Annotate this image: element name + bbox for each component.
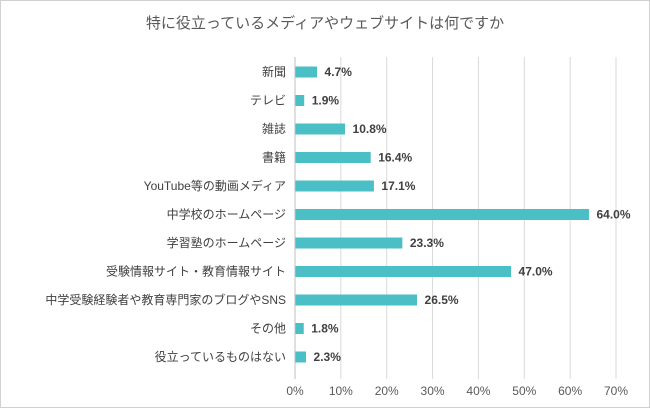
value-label: 26.5% — [425, 293, 459, 307]
x-tick-label: 60% — [558, 384, 582, 398]
category-label: YouTube等の動画メディア — [144, 178, 286, 193]
category-label: 中学受験経験者や教育専門家のブログやSNS — [45, 292, 286, 307]
chart-title: 特に役立っているメディアやウェブサイトは何ですか — [146, 14, 504, 32]
x-tick-label: 30% — [421, 384, 445, 398]
bar — [295, 66, 318, 78]
bar — [295, 323, 304, 334]
value-label: 4.7% — [325, 65, 353, 79]
category-label: 中学校のホームページ — [167, 207, 286, 222]
x-tick-label: 70% — [604, 384, 628, 398]
value-label: 2.3% — [314, 350, 342, 364]
value-label: 47.0% — [519, 265, 553, 279]
value-label: 1.8% — [311, 322, 339, 336]
bar — [295, 152, 371, 163]
category-label: テレビ — [250, 94, 286, 108]
x-tick-label: 0% — [286, 384, 304, 398]
value-label: 17.1% — [381, 179, 415, 193]
bar — [295, 266, 512, 277]
bar — [295, 123, 346, 135]
bar — [295, 180, 374, 192]
bar — [295, 294, 418, 306]
bar — [295, 95, 305, 106]
x-tick-label: 40% — [466, 384, 490, 398]
category-label: 新聞 — [262, 64, 286, 79]
category-label: 学習塾のホームページ — [167, 235, 286, 250]
value-label: 23.3% — [410, 236, 444, 250]
value-label: 16.4% — [378, 151, 412, 165]
value-label: 10.8% — [353, 122, 387, 136]
x-tick-label: 10% — [329, 384, 353, 398]
value-label: 64.0% — [596, 208, 630, 222]
value-label: 1.9% — [312, 94, 340, 108]
category-label: 書籍 — [262, 150, 286, 165]
x-tick-label: 50% — [512, 384, 536, 398]
category-label: 雑誌 — [262, 121, 286, 136]
category-label: 役立っているものはない — [155, 349, 286, 364]
bar — [295, 209, 589, 220]
category-label: その他 — [250, 322, 286, 336]
x-tick-label: 20% — [375, 384, 399, 398]
bar — [295, 351, 307, 363]
bar — [295, 237, 403, 249]
category-label: 受験情報サイト・教育情報サイト — [106, 264, 286, 279]
